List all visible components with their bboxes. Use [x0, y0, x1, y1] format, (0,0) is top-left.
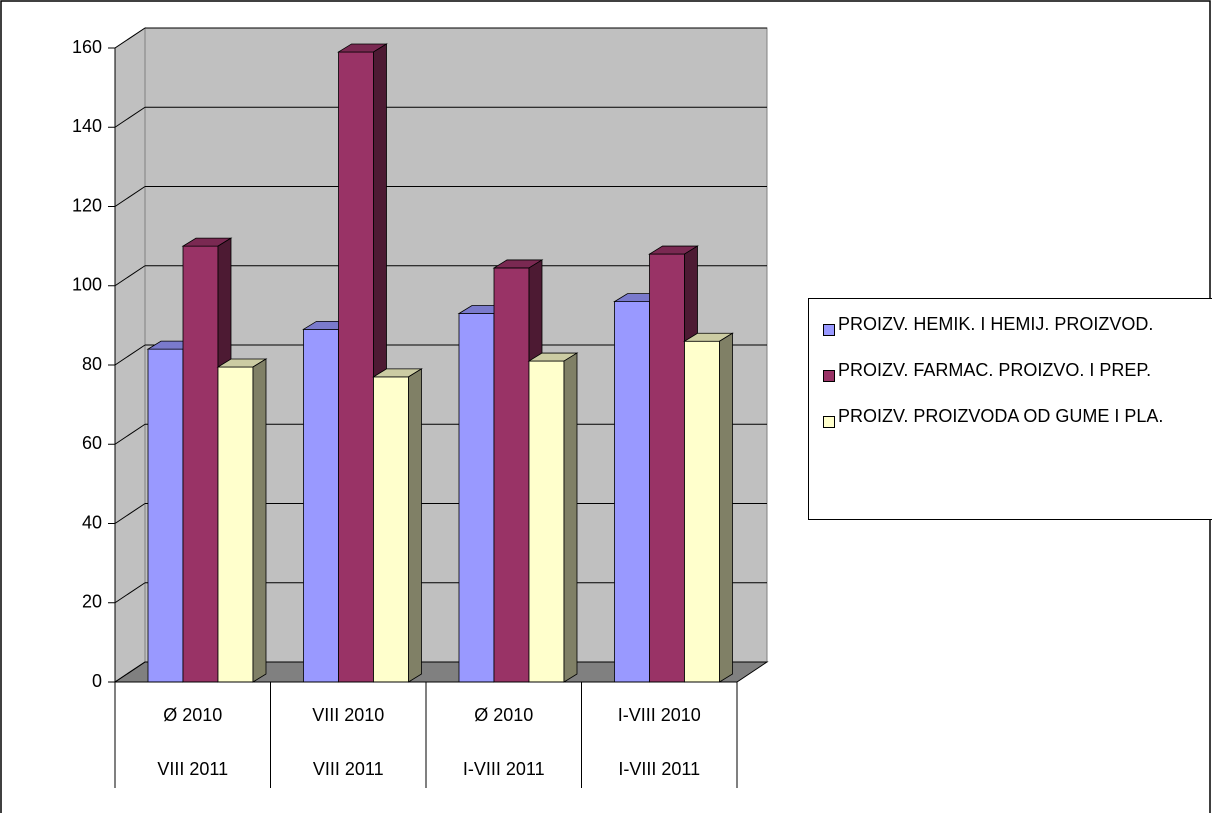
bar — [303, 328, 339, 683]
bar — [493, 267, 530, 683]
y-tick-label: 20 — [82, 592, 102, 612]
x-tick-label: I-VIII 2010 — [618, 705, 701, 725]
bar — [373, 376, 409, 683]
bar-side — [252, 358, 267, 683]
x-tick-label: I-VIII 2011 — [618, 759, 700, 779]
x-tick-label: Ø 2010 — [163, 705, 222, 725]
x-tick-label: VIII 2011 — [157, 759, 228, 779]
legend-swatch — [823, 416, 835, 428]
legend-item: PROIZV. HEMIK. I HEMIJ. PROIZVOD. — [823, 309, 1212, 340]
legend-label: PROIZV. HEMIK. I HEMIJ. PROIZVOD. — [838, 314, 1154, 334]
grid-line-side — [114, 503, 146, 524]
grid-line-side — [114, 661, 146, 683]
y-tick-label: 120 — [72, 195, 102, 215]
legend: PROIZV. HEMIK. I HEMIJ. PROIZVOD. PROIZV.… — [808, 298, 1212, 520]
grid-line-side — [114, 582, 146, 604]
legend-item: PROIZV. PROIZVODA OD GUME I PLA. — [823, 401, 1212, 432]
legend-label: PROIZV. PROIZVODA OD GUME I PLA. — [838, 406, 1164, 426]
y-tick-label: 80 — [82, 354, 102, 374]
x-tick-label: I-VIII 2011 — [463, 759, 545, 779]
bar — [614, 301, 650, 683]
bar — [649, 253, 685, 683]
y-tick-label: 40 — [82, 512, 102, 532]
x-tick-label: VIII 2010 — [312, 705, 384, 725]
y-tick-label: 60 — [82, 433, 102, 453]
grid-line-side — [114, 344, 146, 366]
y-tick-label: 0 — [92, 671, 102, 691]
legend-item: PROIZV. FARMAC. PROIZVO. I PREP. — [823, 355, 1212, 386]
bar-side — [719, 332, 733, 683]
bar-side — [408, 368, 422, 683]
bar — [217, 366, 254, 683]
legend-label: PROIZV. FARMAC. PROIZVO. I PREP. — [838, 360, 1152, 380]
legend-swatch — [823, 324, 835, 336]
y-tick-label: 140 — [72, 116, 102, 136]
bar — [338, 51, 374, 683]
bar — [458, 313, 495, 683]
bar — [147, 348, 184, 683]
legend-swatch — [823, 370, 835, 382]
grid-line-side — [114, 265, 146, 287]
y-tick-label: 160 — [72, 37, 102, 57]
grid-line-side — [114, 27, 146, 49]
y-tick-label: 100 — [72, 275, 102, 295]
x-tick-label: VIII 2011 — [313, 759, 384, 779]
x-tick-label: Ø 2010 — [474, 705, 533, 725]
grid-line-side — [114, 106, 146, 128]
bar-side — [563, 352, 578, 683]
grid-line-side — [114, 423, 146, 445]
grid-line-side — [114, 186, 146, 207]
bar — [182, 245, 219, 683]
bar — [684, 340, 720, 683]
bar — [528, 360, 565, 683]
